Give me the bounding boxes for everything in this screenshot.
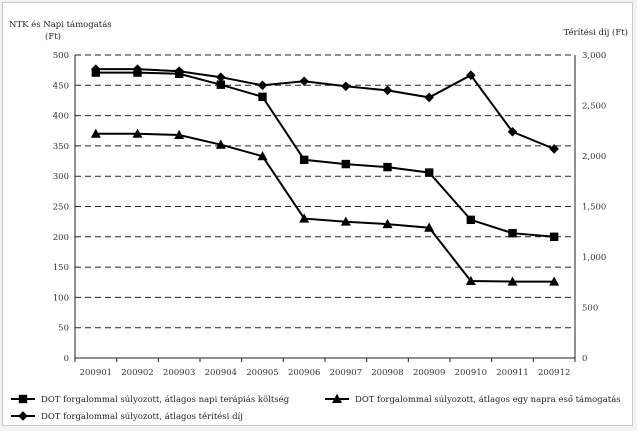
data-point-square bbox=[508, 228, 517, 238]
right-y-tick-label: 1,000 bbox=[582, 253, 606, 263]
data-point-triangle bbox=[215, 139, 226, 149]
series-line-triangle bbox=[95, 132, 555, 283]
data-point-square bbox=[216, 80, 226, 89]
data-point-triangle bbox=[90, 128, 101, 138]
data-point-diamond bbox=[382, 85, 393, 96]
x-tick-label: 200902 bbox=[121, 368, 153, 378]
x-tick-label: 200912 bbox=[538, 368, 570, 378]
data-point-triangle bbox=[174, 129, 185, 139]
data-point-square bbox=[466, 215, 476, 225]
left-axis-title-line2: (Ft) bbox=[45, 31, 61, 42]
line-chart: NTK és Napi támogatás (Ft) Térítési díj … bbox=[9, 19, 629, 422]
left-y-tick-label: 150 bbox=[53, 263, 69, 273]
right-y-tick-label: 3,000 bbox=[582, 51, 606, 61]
right-y-tick-label: 0 bbox=[582, 354, 587, 364]
x-tick-label: 200901 bbox=[80, 368, 112, 378]
x-tick-label: 200910 bbox=[455, 368, 487, 378]
gridlines bbox=[75, 54, 575, 329]
left-y-tick-label: 400 bbox=[53, 112, 69, 122]
left-y-tick-label: 350 bbox=[53, 142, 69, 152]
data-point-square bbox=[341, 159, 351, 169]
data-point-triangle bbox=[507, 276, 518, 286]
data-point-triangle bbox=[549, 276, 560, 286]
data-point-diamond bbox=[132, 64, 143, 74]
data-point-triangle bbox=[382, 218, 393, 229]
data-point-triangle bbox=[424, 222, 435, 232]
chart-frame: NTK és Napi támogatás (Ft) Térítési díj … bbox=[2, 2, 633, 426]
x-tick-label: 200907 bbox=[330, 368, 362, 378]
data-point-diamond bbox=[549, 144, 559, 154]
right-y-tick-label: 2,000 bbox=[582, 152, 606, 162]
left-y-tick-label: 300 bbox=[53, 172, 69, 182]
data-point-square bbox=[383, 162, 392, 172]
series-group bbox=[90, 64, 560, 286]
data-point-diamond bbox=[174, 66, 184, 76]
left-axis-title-line1: NTK és Napi támogatás bbox=[9, 19, 112, 30]
legend-label: DOT forgalommal súlyozott, átlagos egy n… bbox=[355, 394, 621, 405]
left-y-tick-label: 100 bbox=[53, 293, 69, 303]
data-point-triangle bbox=[132, 128, 143, 138]
x-tick-label: 200905 bbox=[246, 368, 278, 378]
data-point-square bbox=[424, 168, 434, 177]
data-point-diamond bbox=[91, 64, 101, 74]
data-point-triangle bbox=[340, 216, 351, 226]
data-point-triangle bbox=[299, 213, 310, 223]
left-y-tick-label: 450 bbox=[53, 81, 69, 91]
data-point-triangle bbox=[257, 151, 268, 161]
left-y-tick-label: 200 bbox=[53, 233, 69, 243]
data-point-square bbox=[549, 232, 559, 241]
data-point-square bbox=[299, 155, 309, 165]
right-axis-title: Térítési díj (Ft) bbox=[564, 27, 629, 38]
right-y-tick-label: 1,500 bbox=[582, 203, 606, 213]
series-line-square bbox=[95, 71, 555, 238]
data-point-diamond bbox=[341, 81, 351, 92]
left-y-tick-label: 500 bbox=[53, 51, 69, 61]
tick-labels: 0 50 100 150 200 250 300 350 400 450 500 0 500 1,000 1… bbox=[53, 51, 607, 378]
data-point-diamond bbox=[424, 92, 434, 103]
axes bbox=[74, 55, 576, 362]
data-point-diamond bbox=[257, 80, 268, 91]
data-point-triangle bbox=[465, 275, 476, 286]
x-tick-label: 200903 bbox=[163, 368, 195, 378]
right-y-tick-label: 500 bbox=[582, 304, 598, 314]
legend-marker-triangle bbox=[332, 393, 342, 403]
x-tick-label: 200908 bbox=[371, 368, 403, 378]
legend-label: DOT forgalommal súlyozott, átlagos napi … bbox=[41, 394, 290, 405]
series-line-diamond bbox=[95, 68, 555, 150]
left-y-tick-label: 0 bbox=[64, 354, 69, 364]
x-tick-label: 200909 bbox=[413, 368, 445, 378]
left-y-tick-label: 50 bbox=[58, 324, 69, 334]
legend-label: DOT forgalommal súlyozott, átlagos térít… bbox=[41, 411, 243, 422]
data-point-diamond bbox=[466, 70, 476, 80]
data-point-diamond bbox=[216, 72, 226, 83]
legend-marker-diamond bbox=[18, 411, 28, 421]
data-point-diamond bbox=[299, 76, 309, 87]
legend: DOT forgalommal súlyozott, átlagos napi … bbox=[11, 393, 621, 422]
data-point-square bbox=[258, 92, 267, 102]
x-tick-label: 200906 bbox=[288, 368, 320, 378]
right-y-tick-label: 2,500 bbox=[582, 102, 606, 112]
left-y-tick-label: 250 bbox=[53, 203, 69, 213]
legend-marker-square bbox=[18, 394, 28, 404]
x-tick-label: 200911 bbox=[496, 368, 528, 378]
x-tick-label: 200904 bbox=[205, 368, 237, 378]
